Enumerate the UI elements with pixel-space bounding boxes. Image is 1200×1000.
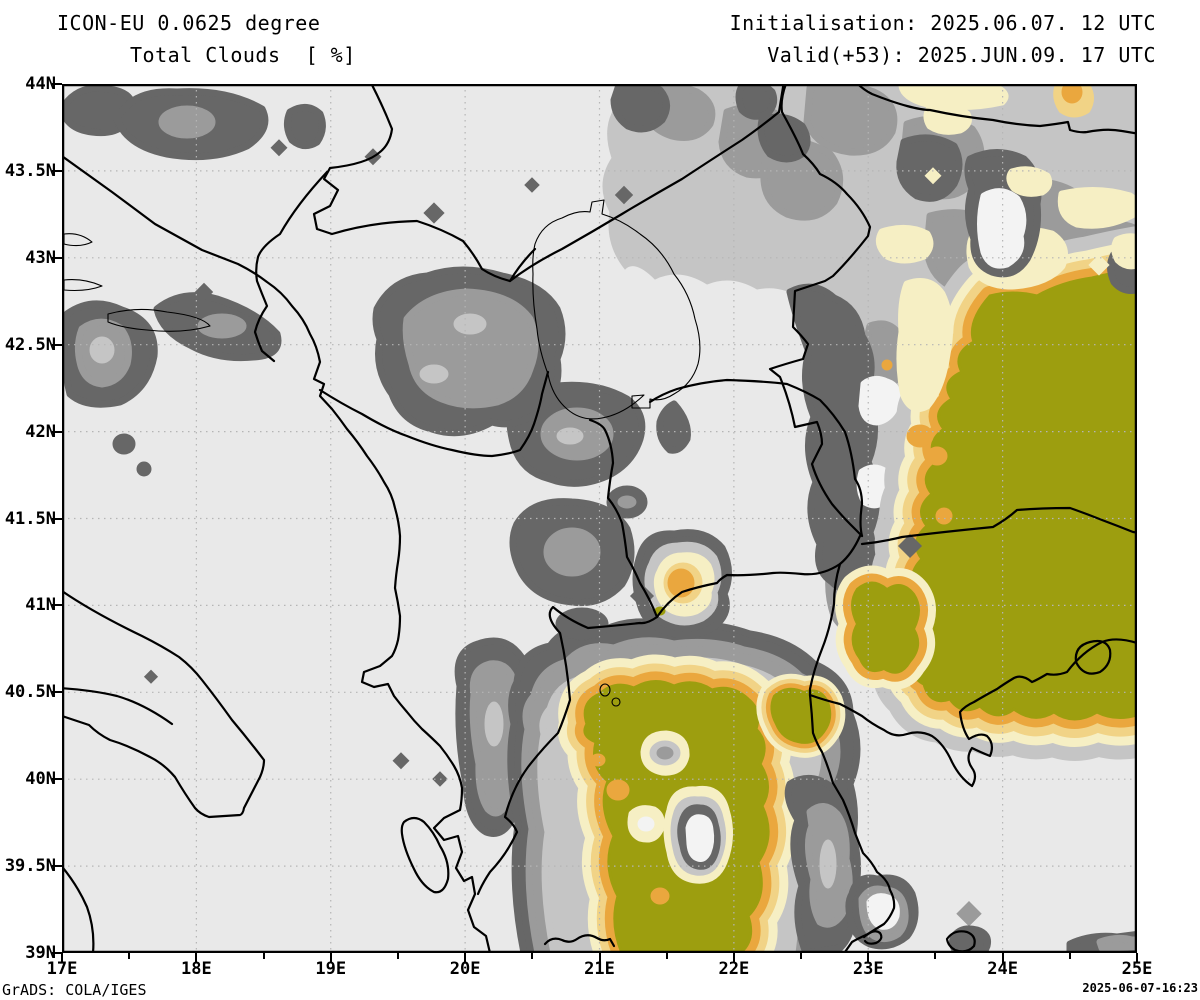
y-axis-label: 41N bbox=[25, 595, 56, 616]
y-axis-tick bbox=[52, 83, 62, 85]
x-axis-tick bbox=[598, 953, 601, 963]
x-axis-tick bbox=[329, 953, 332, 963]
init-time-label: Initialisation: 2025.06.07. 12 UTC bbox=[729, 11, 1156, 35]
x-axis-tick bbox=[61, 953, 63, 963]
y-axis-tick bbox=[52, 517, 62, 520]
y-axis-tick bbox=[52, 865, 62, 868]
field-title: Total Clouds [ %] bbox=[130, 43, 356, 67]
y-axis-label: 42N bbox=[25, 421, 56, 442]
y-axis-tick bbox=[52, 430, 62, 433]
bottom-right-clouds bbox=[845, 874, 1137, 953]
x-axis-label: 20E bbox=[449, 959, 481, 979]
y-axis-label: 43.5N bbox=[4, 160, 56, 181]
x-axis-label: 19E bbox=[315, 959, 347, 979]
y-axis-label: 43N bbox=[25, 247, 56, 268]
x-axis-tick bbox=[1001, 953, 1004, 963]
x-axis-minor-tick bbox=[665, 953, 668, 959]
claw-cloud bbox=[835, 565, 936, 690]
y-axis-label: 44N bbox=[25, 74, 56, 94]
latlon-grid bbox=[62, 84, 1137, 953]
y-axis-label: 39N bbox=[25, 943, 56, 963]
grads-credit: GrADS: COLA/IGES bbox=[2, 981, 147, 999]
bottom-centre-cloud-system bbox=[454, 618, 862, 953]
country-borders bbox=[62, 84, 1137, 953]
y-axis-label: 39.5N bbox=[4, 856, 56, 877]
y-axis-tick bbox=[52, 691, 62, 694]
x-axis-minor-tick bbox=[531, 953, 534, 959]
x-axis-label: 23E bbox=[852, 959, 884, 979]
x-axis-minor-tick bbox=[128, 953, 131, 959]
x-axis-minor-tick bbox=[396, 953, 399, 959]
x-axis-label: 25E bbox=[1121, 959, 1153, 979]
cloud-shading-layer bbox=[62, 84, 1137, 953]
x-axis-label: 21E bbox=[584, 959, 615, 979]
x-axis-minor-tick bbox=[1068, 953, 1071, 959]
y-axis-label: 42.5N bbox=[4, 334, 56, 355]
x-axis-tick bbox=[195, 953, 198, 963]
x-axis-minor-tick bbox=[934, 953, 937, 959]
y-axis-tick bbox=[52, 169, 62, 172]
creation-timestamp: 2025-06-07-16:23 bbox=[1082, 981, 1198, 995]
x-axis-label: 17E bbox=[46, 959, 78, 979]
top-left-cloud-cluster bbox=[62, 84, 326, 477]
y-axis-label: 41.5N bbox=[4, 508, 56, 529]
east-cloud-mass bbox=[867, 226, 1137, 761]
plot-frame bbox=[62, 84, 1137, 953]
x-axis-label: 24E bbox=[987, 959, 1018, 979]
x-axis-minor-tick bbox=[800, 953, 803, 959]
model-title: ICON-EU 0.0625 degree bbox=[57, 11, 321, 35]
map-plot bbox=[62, 84, 1137, 953]
y-axis-tick bbox=[52, 343, 62, 346]
y-axis-tick bbox=[52, 604, 62, 607]
y-axis-tick bbox=[52, 256, 62, 259]
x-axis-tick bbox=[464, 953, 467, 963]
y-axis-label: 40N bbox=[25, 769, 56, 790]
x-axis-label: 22E bbox=[718, 959, 750, 979]
valid-time-label: Valid(+53): 2025.JUN.09. 17 UTC bbox=[767, 43, 1156, 67]
cloud-map bbox=[62, 84, 1137, 953]
x-axis-label: 18E bbox=[181, 959, 212, 979]
centre-left-cloud-mass bbox=[372, 266, 566, 437]
y-axis-tick bbox=[52, 952, 62, 954]
y-axis-tick bbox=[52, 778, 62, 781]
y-axis-label: 40.5N bbox=[4, 682, 56, 703]
cloud-specks bbox=[143, 118, 982, 927]
x-axis-minor-tick bbox=[262, 953, 265, 959]
orange-spot-top-right bbox=[1053, 84, 1094, 118]
x-axis-tick bbox=[732, 953, 735, 963]
x-axis-tick bbox=[1136, 953, 1138, 963]
x-axis-tick bbox=[867, 953, 870, 963]
